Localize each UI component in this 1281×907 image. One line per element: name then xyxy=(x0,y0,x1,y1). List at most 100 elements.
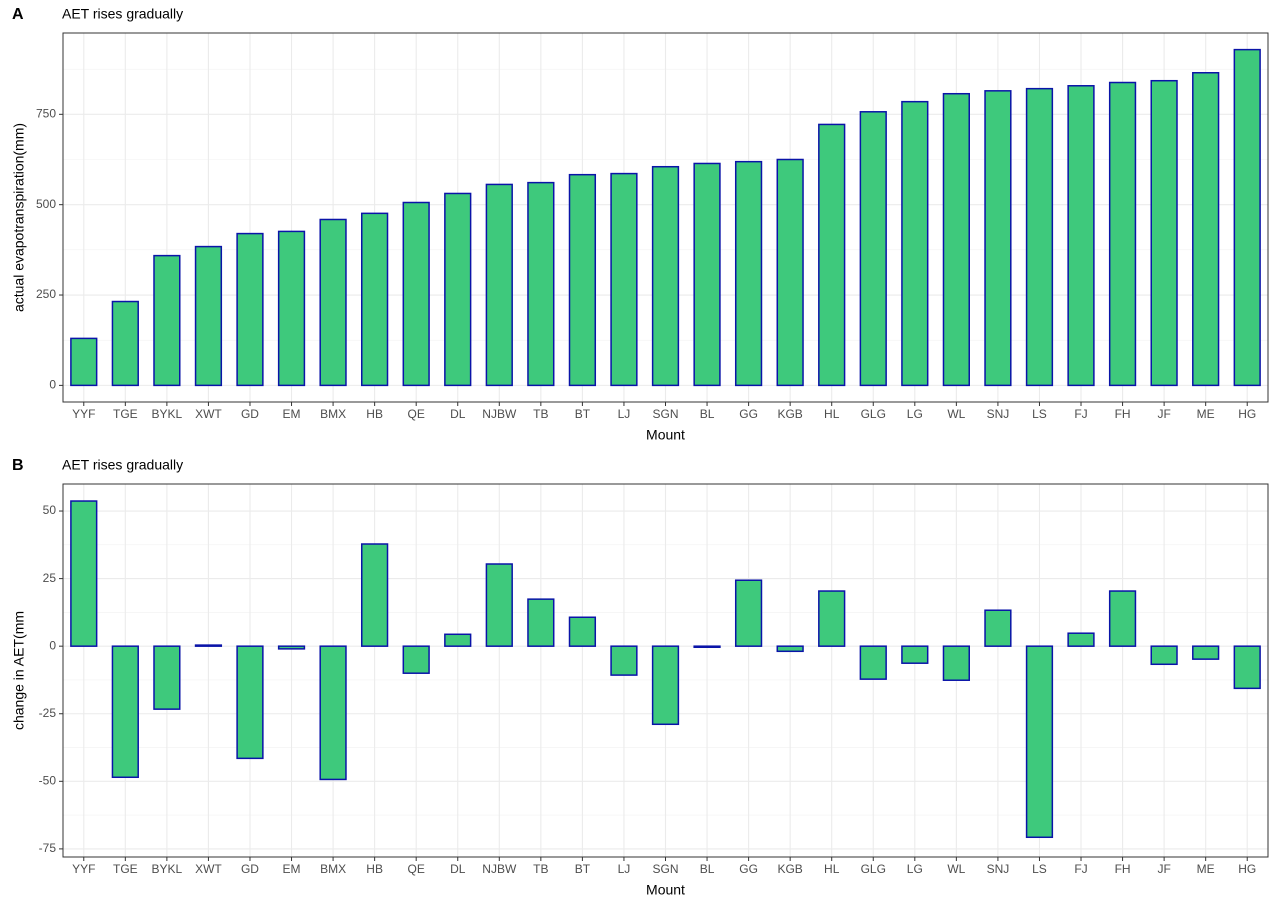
bar xyxy=(984,90,1012,387)
bar xyxy=(693,162,721,387)
bar xyxy=(818,123,846,387)
x-tick-label: GLG xyxy=(861,407,886,421)
x-tick-label: BYKL xyxy=(152,862,183,876)
bar xyxy=(818,590,846,647)
x-tick-label: HB xyxy=(366,862,383,876)
bar xyxy=(527,598,555,647)
y-tick-label: -50 xyxy=(39,773,57,787)
bar xyxy=(610,645,638,676)
x-tick-label: FJ xyxy=(1074,862,1087,876)
panel-tag: A xyxy=(12,6,24,23)
bar xyxy=(776,158,804,387)
x-tick-label: BT xyxy=(575,862,591,876)
bar xyxy=(153,254,181,387)
x-tick-label: ME xyxy=(1197,862,1215,876)
bar xyxy=(194,245,223,387)
bar xyxy=(70,337,98,387)
x-tick-label: HL xyxy=(824,862,840,876)
bar xyxy=(111,300,139,387)
x-tick-label: NJBW xyxy=(482,862,517,876)
bar xyxy=(734,160,763,387)
bar xyxy=(485,563,513,647)
bar xyxy=(1067,632,1095,647)
x-tick-label: KGB xyxy=(777,407,802,421)
x-tick-label: BL xyxy=(700,407,715,421)
bar xyxy=(70,500,98,647)
bar xyxy=(859,645,887,680)
x-tick-label: SGN xyxy=(652,862,678,876)
bar xyxy=(1067,85,1095,387)
x-tick-label: WL xyxy=(947,862,965,876)
y-tick-label: 0 xyxy=(49,638,56,652)
y-tick-label: 50 xyxy=(43,503,57,517)
y-axis-title: change in AET(mm xyxy=(11,611,27,730)
x-tick-label: GG xyxy=(739,407,758,421)
bar xyxy=(236,645,264,760)
bar xyxy=(1233,645,1261,690)
bar xyxy=(1108,590,1137,647)
x-tick-label: YYF xyxy=(72,407,95,421)
bar xyxy=(319,645,347,781)
bar xyxy=(610,172,638,387)
bar xyxy=(402,201,430,387)
y-tick-label: 500 xyxy=(36,197,56,211)
bar xyxy=(277,645,306,650)
x-tick-label: QE xyxy=(408,407,425,421)
bar xyxy=(651,645,680,726)
y-tick-label: -25 xyxy=(39,706,57,720)
x-tick-label: LG xyxy=(907,862,923,876)
bar xyxy=(236,232,264,387)
plot-border xyxy=(62,32,1269,403)
plot-border xyxy=(62,483,1269,858)
bar xyxy=(527,181,555,387)
bar xyxy=(319,218,347,387)
x-tick-label: TB xyxy=(533,407,548,421)
bar xyxy=(901,100,929,387)
x-tick-label: BYKL xyxy=(152,407,183,421)
x-tick-label: GLG xyxy=(861,862,886,876)
bar xyxy=(402,645,430,674)
bar xyxy=(651,165,680,387)
x-tick-label: GD xyxy=(241,407,259,421)
x-tick-label: FH xyxy=(1115,862,1131,876)
x-tick-label: DL xyxy=(450,407,466,421)
x-tick-label: LS xyxy=(1032,407,1047,421)
x-tick-label: NJBW xyxy=(482,407,517,421)
x-axis-title: Mount xyxy=(646,427,685,443)
x-axis-title: Mount xyxy=(646,882,685,898)
y-tick-label: 750 xyxy=(36,106,56,120)
bar xyxy=(568,173,597,387)
bar xyxy=(859,111,887,387)
bar xyxy=(1025,87,1054,387)
y-tick-label: 0 xyxy=(49,378,56,392)
x-tick-label: EM xyxy=(283,407,301,421)
x-tick-label: DL xyxy=(450,862,466,876)
x-tick-label: YYF xyxy=(72,862,95,876)
y-axis-title: actual evapotranspiration(mm) xyxy=(11,123,27,312)
x-tick-label: BL xyxy=(700,862,715,876)
x-tick-label: LJ xyxy=(618,862,631,876)
panel-tag: B xyxy=(12,457,24,474)
x-tick-label: TGE xyxy=(113,862,138,876)
x-tick-label: ME xyxy=(1197,407,1215,421)
x-tick-label: QE xyxy=(408,862,425,876)
bar xyxy=(361,543,389,647)
x-tick-label: EM xyxy=(283,862,301,876)
bar xyxy=(1192,72,1220,387)
bar xyxy=(1192,645,1220,660)
x-tick-label: TGE xyxy=(113,407,138,421)
x-tick-label: LJ xyxy=(618,407,631,421)
x-tick-label: HL xyxy=(824,407,840,421)
bar xyxy=(1150,645,1178,666)
bar xyxy=(111,645,139,779)
x-tick-label: LG xyxy=(907,407,923,421)
x-tick-label: GG xyxy=(739,862,758,876)
x-tick-label: SNJ xyxy=(987,862,1010,876)
bar xyxy=(776,645,804,653)
bar xyxy=(1233,48,1261,387)
y-tick-label: 25 xyxy=(43,571,57,585)
x-tick-label: BMX xyxy=(320,407,346,421)
bar xyxy=(942,92,970,387)
x-tick-label: FH xyxy=(1115,407,1131,421)
